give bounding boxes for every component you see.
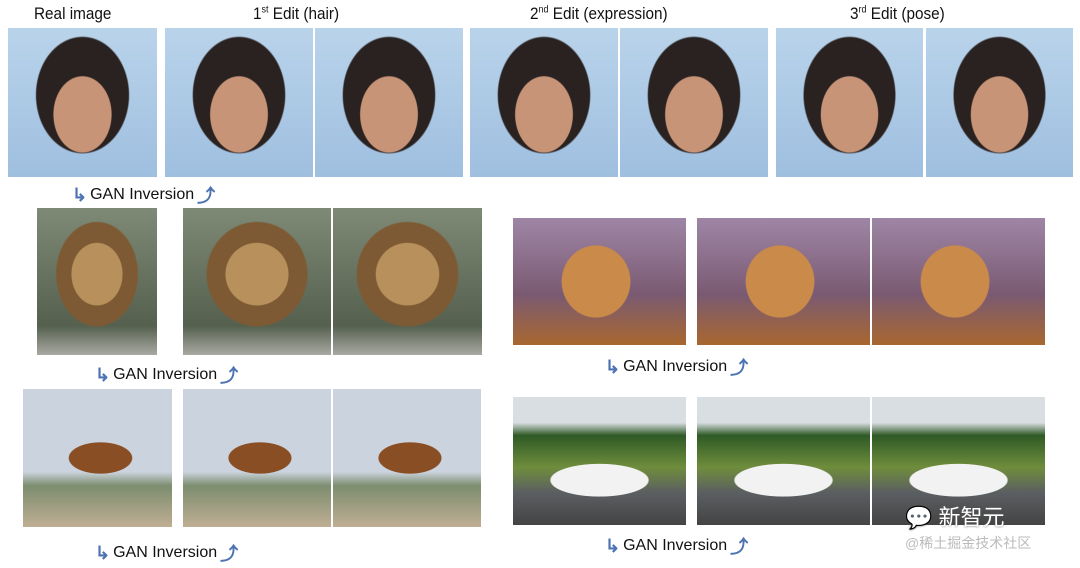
label: Edit (expression) (552, 4, 668, 23)
curved-arrow-icon: ↳ (72, 184, 88, 205)
label: GAN Inversion (90, 186, 195, 203)
ordinal: 1 (253, 4, 262, 23)
ordinal-suffix: rd (858, 4, 867, 16)
curved-arrow-up-icon: ⤴ (197, 186, 216, 206)
curved-arrow-icon: ↳ (605, 356, 621, 377)
header-edit-expression: 2nd Edit (expression) (530, 4, 668, 24)
dog-edit-input (697, 218, 870, 345)
car-edit-input (697, 397, 870, 525)
dog-edit-result (872, 218, 1045, 345)
label: Edit (pose) (870, 4, 945, 23)
label: GAN Inversion (623, 358, 728, 375)
wechat-icon: 💬 (905, 505, 933, 530)
gan-inversion-label-car: ↳ GAN Inversion ⤴ (605, 533, 748, 559)
horse-edit-input (183, 389, 331, 527)
gan-inversion-label-lion: ↳ GAN Inversion ⤴ (95, 362, 238, 388)
curved-arrow-up-icon: ⤴ (730, 537, 749, 557)
header-edit-hair: 1st Edit (hair) (253, 4, 339, 24)
ordinal-suffix: nd (538, 4, 549, 16)
face-edit1-input (165, 28, 313, 177)
face-edit3-result (926, 28, 1073, 177)
dog-real-image (513, 218, 686, 345)
label: GAN Inversion (113, 366, 218, 383)
watermark-logo: 💬 新智元 (905, 500, 1005, 532)
lion-real-image (37, 208, 157, 355)
curved-arrow-up-icon: ⤴ (220, 544, 239, 564)
car-real-image (513, 397, 686, 525)
gan-inversion-label-face: ↳ GAN Inversion ⤴ (72, 182, 215, 208)
face-edit2-result (620, 28, 768, 177)
car-edit-result (872, 397, 1045, 525)
header-edit-pose: 3rd Edit (pose) (850, 4, 945, 24)
gan-inversion-label-horse: ↳ GAN Inversion ⤴ (95, 540, 238, 566)
label: GAN Inversion (113, 544, 218, 561)
curved-arrow-icon: ↳ (605, 535, 621, 556)
label: Edit (hair) (272, 4, 340, 23)
curved-arrow-up-icon: ⤴ (730, 358, 749, 378)
gan-inversion-label-dog: ↳ GAN Inversion ⤴ (605, 354, 748, 380)
lion-edit-result (333, 208, 482, 355)
curved-arrow-icon: ↳ (95, 364, 111, 385)
ordinal-suffix: st (261, 4, 269, 16)
logo-text: 新智元 (938, 505, 1005, 530)
ordinal: 2 (530, 4, 539, 23)
face-edit2-input (470, 28, 618, 177)
curved-arrow-up-icon: ⤴ (220, 366, 239, 386)
curved-arrow-icon: ↳ (95, 542, 111, 563)
horse-real-image (23, 389, 172, 527)
watermark-credit: @稀土掘金技术社区 (905, 535, 1032, 551)
face-real-image (8, 28, 157, 177)
horse-edit-result (333, 389, 481, 527)
face-edit1-result (315, 28, 463, 177)
header-real-image: Real image (34, 4, 112, 23)
face-edit3-input (776, 28, 923, 177)
lion-edit-input (183, 208, 331, 355)
label: GAN Inversion (623, 537, 728, 554)
ordinal: 3 (850, 4, 859, 23)
